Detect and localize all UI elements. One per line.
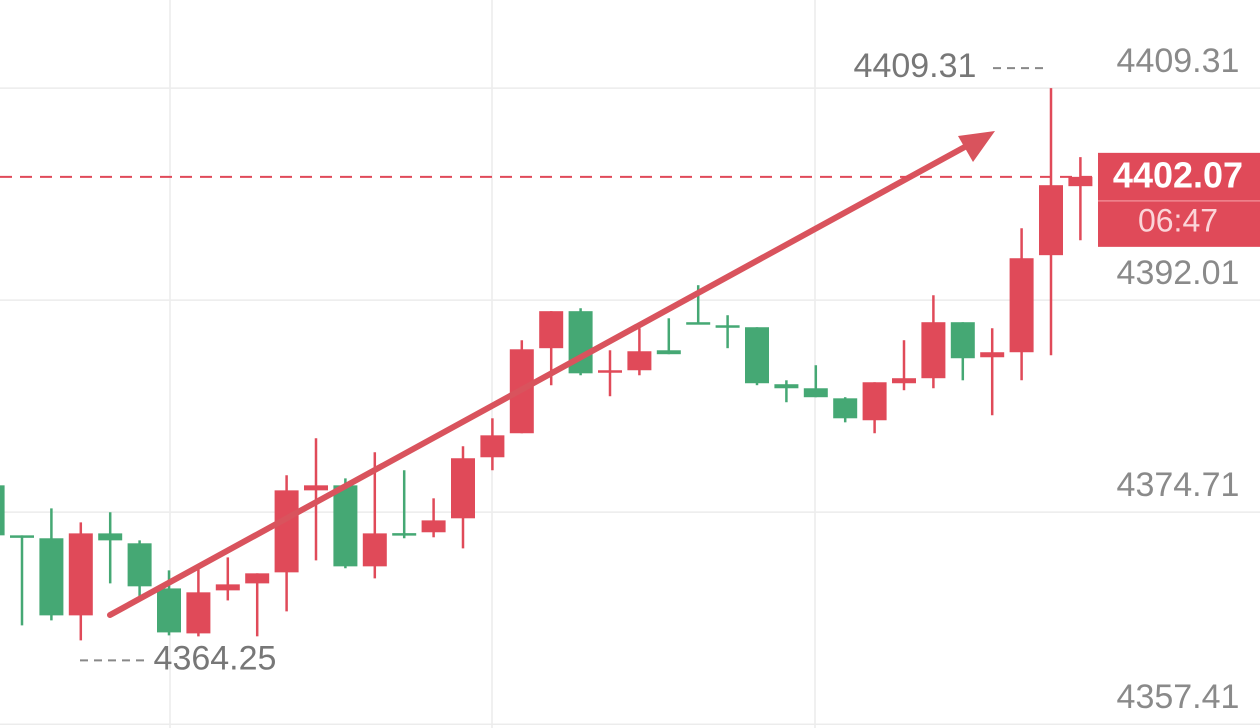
candle-body [215,584,240,591]
y-tick-label: 4409.31 [1117,42,1240,80]
candle-body [862,382,887,421]
candle-body [803,388,828,398]
candle-body [68,533,93,616]
candle-body [0,485,5,536]
candle-body [245,573,270,584]
candle-body [921,322,946,379]
candle-body [833,398,858,419]
candle-body [362,533,387,567]
candle-body [274,490,299,573]
candle-body [745,327,769,384]
max-price-label: 4409.31 [854,47,977,85]
min-price-label: 4364.25 [154,639,277,677]
candle-body [157,588,181,633]
candle-body [980,352,1005,358]
candle-body [421,520,446,533]
candle-body [186,592,211,634]
candle-body [304,485,328,491]
candle-body [774,384,799,389]
candle-body [10,535,34,538]
candle-body [686,322,711,325]
candle-body [627,351,652,371]
y-tick-label: 4392.01 [1117,254,1240,292]
candle-body [392,533,417,536]
candle-body [598,370,622,373]
candle-body [715,325,740,328]
candles [0,88,1093,641]
candle-body [480,435,505,458]
candle-body [950,322,975,359]
labels: 4409.31 4392.01 4374.71 4357.41 4402.07 06:47… [0,42,1260,716]
candle-body [1009,258,1034,353]
candle-body [39,538,64,616]
candle-body [451,458,475,519]
last-price-tag [1098,152,1260,247]
candle-body [333,485,358,567]
candle-body [656,350,681,355]
candle-body [892,378,916,384]
y-tick-label: 4374.71 [1117,466,1240,504]
candle-body [127,543,152,587]
candle-body [539,311,564,349]
last-price-label: 4402.07 [1113,154,1243,195]
countdown-label: 06:47 [1138,202,1218,238]
candle-body [1068,176,1093,187]
trend-arrow [107,131,995,618]
y-tick-label: 4357.41 [1117,678,1240,716]
candle-body [1039,185,1063,256]
candle-body [98,533,123,541]
